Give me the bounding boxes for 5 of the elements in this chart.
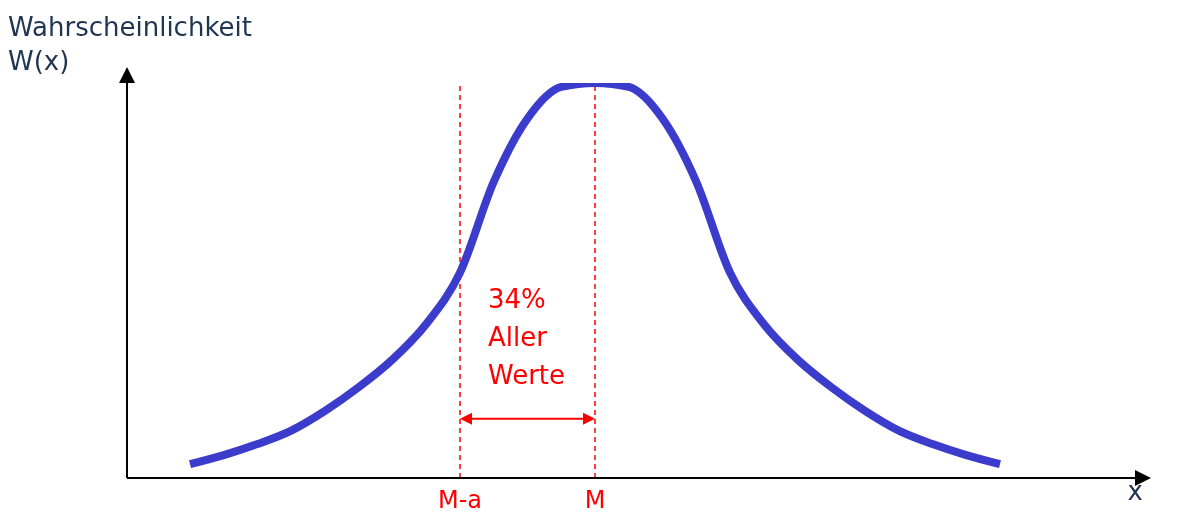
y-axis-title: Wahrscheinlichkeit W(x) <box>8 12 252 76</box>
x-axis-title: x <box>1127 476 1143 507</box>
annotation: 34% Aller Werte <box>488 284 566 391</box>
x-tick-label: M-a <box>437 486 483 514</box>
x-tick-label: M <box>584 486 606 514</box>
